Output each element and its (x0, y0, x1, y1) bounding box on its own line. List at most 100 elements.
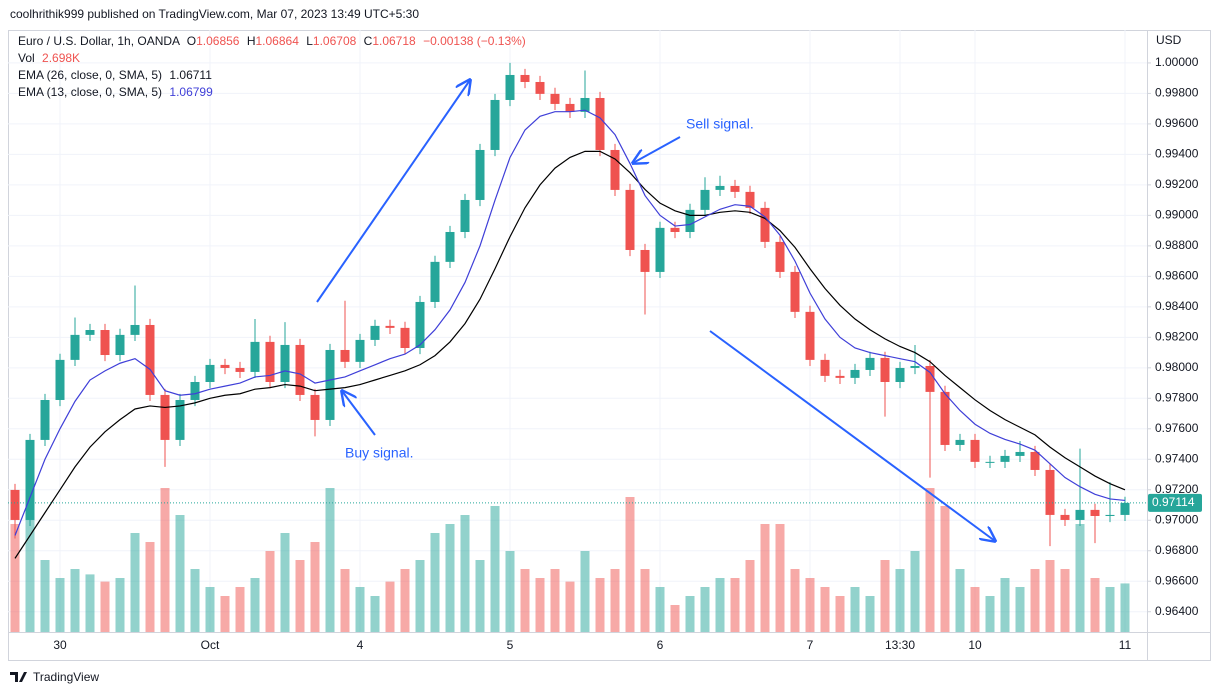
trend-arrow-up (316, 80, 470, 303)
candle-body (835, 375, 845, 378)
y-tick-label: 0.99000 (1155, 208, 1199, 222)
volume-bar (700, 587, 710, 632)
candle-body (880, 357, 890, 382)
candle-body (415, 301, 425, 348)
volume-bar (235, 587, 245, 632)
candle-body (595, 97, 605, 150)
x-tick-label: 13:30 (885, 638, 915, 652)
volume-bar (1105, 587, 1115, 632)
volume-bar (910, 551, 920, 632)
y-tick-label: 0.97400 (1155, 451, 1199, 465)
candle-body (430, 261, 440, 302)
volume-bar (505, 551, 515, 632)
volume-bar (850, 587, 860, 632)
ema-name: EMA (26, close, 0, SMA, 5) (18, 68, 162, 82)
volume-bar (760, 524, 770, 632)
candle-body (475, 149, 485, 200)
candle-body (985, 461, 995, 463)
y-tick-label: 0.97600 (1155, 421, 1199, 435)
candle-body (205, 364, 215, 382)
candle-body (160, 394, 170, 440)
ohlc-label: C (364, 34, 373, 48)
candle-body (115, 334, 125, 356)
volume-bar (295, 560, 305, 632)
candle-body (760, 207, 770, 242)
volume-bar (310, 542, 320, 632)
candle-body (1090, 509, 1100, 516)
candle-body (400, 327, 410, 348)
volume-bar (715, 578, 725, 632)
volume-bar (790, 569, 800, 632)
volume-bar (940, 506, 950, 632)
volume-bar (175, 515, 185, 632)
volume-bar (205, 587, 215, 632)
ema-line (14, 150, 1126, 559)
symbol: Euro / U.S. Dollar, 1h, OANDA (18, 34, 180, 48)
legend-ema13: EMA (13, close, 0, SMA, 5) 1.06799 (18, 85, 213, 99)
volume-bar (40, 560, 50, 632)
ohlc-value: 1.06718 (372, 34, 416, 48)
volume-bar (85, 574, 95, 632)
volume-bar (115, 578, 125, 632)
candle-layer (10, 62, 1130, 547)
volume-bar (925, 488, 935, 632)
x-tick-label: 11 (1119, 638, 1132, 652)
ohlc-change: −0.00138 (−0.13%) (423, 34, 526, 48)
ohlc-label: L (306, 34, 313, 48)
legend-volume: Vol 2.698K (18, 51, 80, 65)
volume-bar (880, 560, 890, 632)
volume-bar (730, 578, 740, 632)
candle-body (565, 103, 575, 112)
volume-bar (280, 533, 290, 632)
candle-body (580, 97, 590, 112)
ema-name: EMA (13, close, 0, SMA, 5) (18, 85, 162, 99)
candle-body (1030, 451, 1040, 470)
volume-bar (745, 560, 755, 632)
buy-annotation: Buy signal. (345, 445, 413, 461)
volume-bar (985, 596, 995, 632)
candle-body (310, 394, 320, 420)
candle-body (790, 271, 800, 312)
ohlc-value: 1.06856 (196, 34, 240, 48)
axis-unit: USD (1156, 33, 1182, 47)
candle-body (910, 365, 920, 368)
y-tick-label: 0.98600 (1155, 269, 1199, 283)
candle-body (70, 334, 80, 360)
volume-bar (370, 596, 380, 632)
volume-bar (1015, 587, 1025, 632)
volume-bar (130, 533, 140, 632)
candle-body (145, 324, 155, 395)
candle-body (775, 241, 785, 272)
volume-bar (430, 533, 440, 632)
candle-body (460, 199, 470, 232)
legend-ema26: EMA (26, close, 0, SMA, 5) 1.06711 (18, 68, 212, 82)
y-tick-label: 0.97000 (1155, 512, 1199, 526)
volume-bar (340, 569, 350, 632)
legend-symbol: Euro / U.S. Dollar, 1h, OANDA O1.06856 H… (18, 34, 526, 48)
candle-body (340, 349, 350, 362)
volume-bar (355, 587, 365, 632)
ema-value: 1.06799 (169, 85, 213, 99)
volume-bar (70, 569, 80, 632)
candle-body (1060, 514, 1070, 520)
volume-bar (190, 569, 200, 632)
x-tick-label: Oct (201, 638, 220, 652)
candle-body (505, 74, 515, 100)
candle-body (100, 330, 110, 356)
volume-bar (895, 569, 905, 632)
candle-body (925, 365, 935, 392)
candle-body (625, 189, 635, 250)
candle-body (865, 357, 875, 370)
ema-value: 1.06711 (169, 68, 212, 82)
candle-body (955, 439, 965, 445)
volume-bar (1090, 578, 1100, 632)
volume-bar (520, 569, 530, 632)
candle-body (265, 341, 275, 382)
candle-body (670, 227, 680, 232)
volume-bar (535, 578, 545, 632)
candle-body (520, 74, 530, 82)
volume-bar (460, 515, 470, 632)
candle-body (700, 189, 710, 210)
y-tick-label: 0.96600 (1155, 573, 1199, 587)
attribution: coolhrithik999 published on TradingView.… (10, 7, 419, 21)
